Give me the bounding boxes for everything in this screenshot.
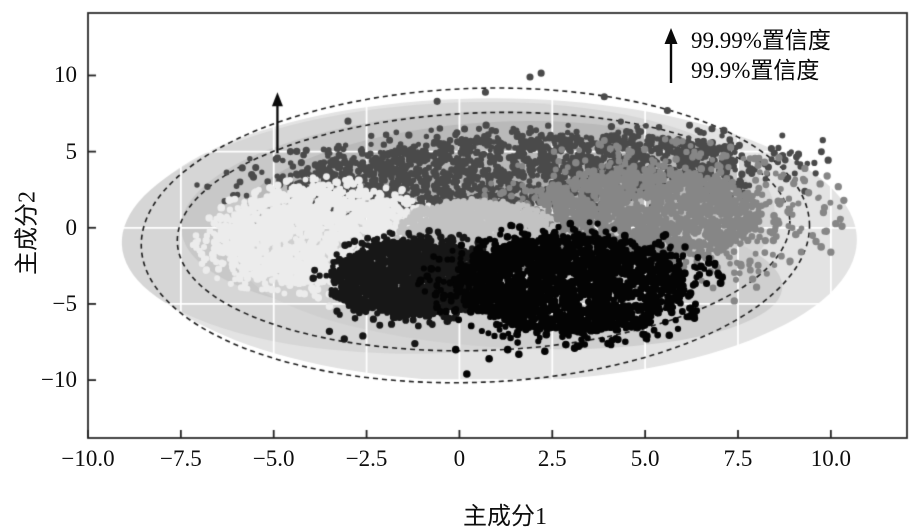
- x-axis-title: 主成分1: [463, 504, 547, 530]
- x-tick-label: 5.0: [630, 446, 660, 471]
- x-tick-label: 2.5: [537, 446, 567, 471]
- legend-entry-9999: 99.99%置信度: [691, 28, 831, 53]
- x-tick-label: 10.0: [810, 446, 851, 471]
- x-tick-label: −5.0: [252, 446, 295, 471]
- y-tick-label: 10: [54, 62, 77, 88]
- legend-entry-999: 99.9%置信度: [691, 58, 820, 84]
- x-tick-label: 0: [453, 446, 466, 471]
- x-tick-label: −7.5: [159, 446, 202, 471]
- x-tick-label: −2.5: [345, 446, 388, 471]
- x-tick-label: 7.5: [723, 446, 753, 471]
- y-axis-title: 主成分2: [14, 191, 41, 275]
- y-tick-label: −5: [52, 290, 77, 316]
- x-tick-label: −10.0: [61, 446, 115, 471]
- y-tick-label: 5: [65, 138, 78, 164]
- y-tick-label: 0: [65, 214, 78, 240]
- up-arrow-icon: [664, 28, 678, 84]
- confidence-legend: 99.99%置信度 99.9%置信度: [660, 26, 831, 87]
- y-tick-label: −10: [41, 367, 77, 393]
